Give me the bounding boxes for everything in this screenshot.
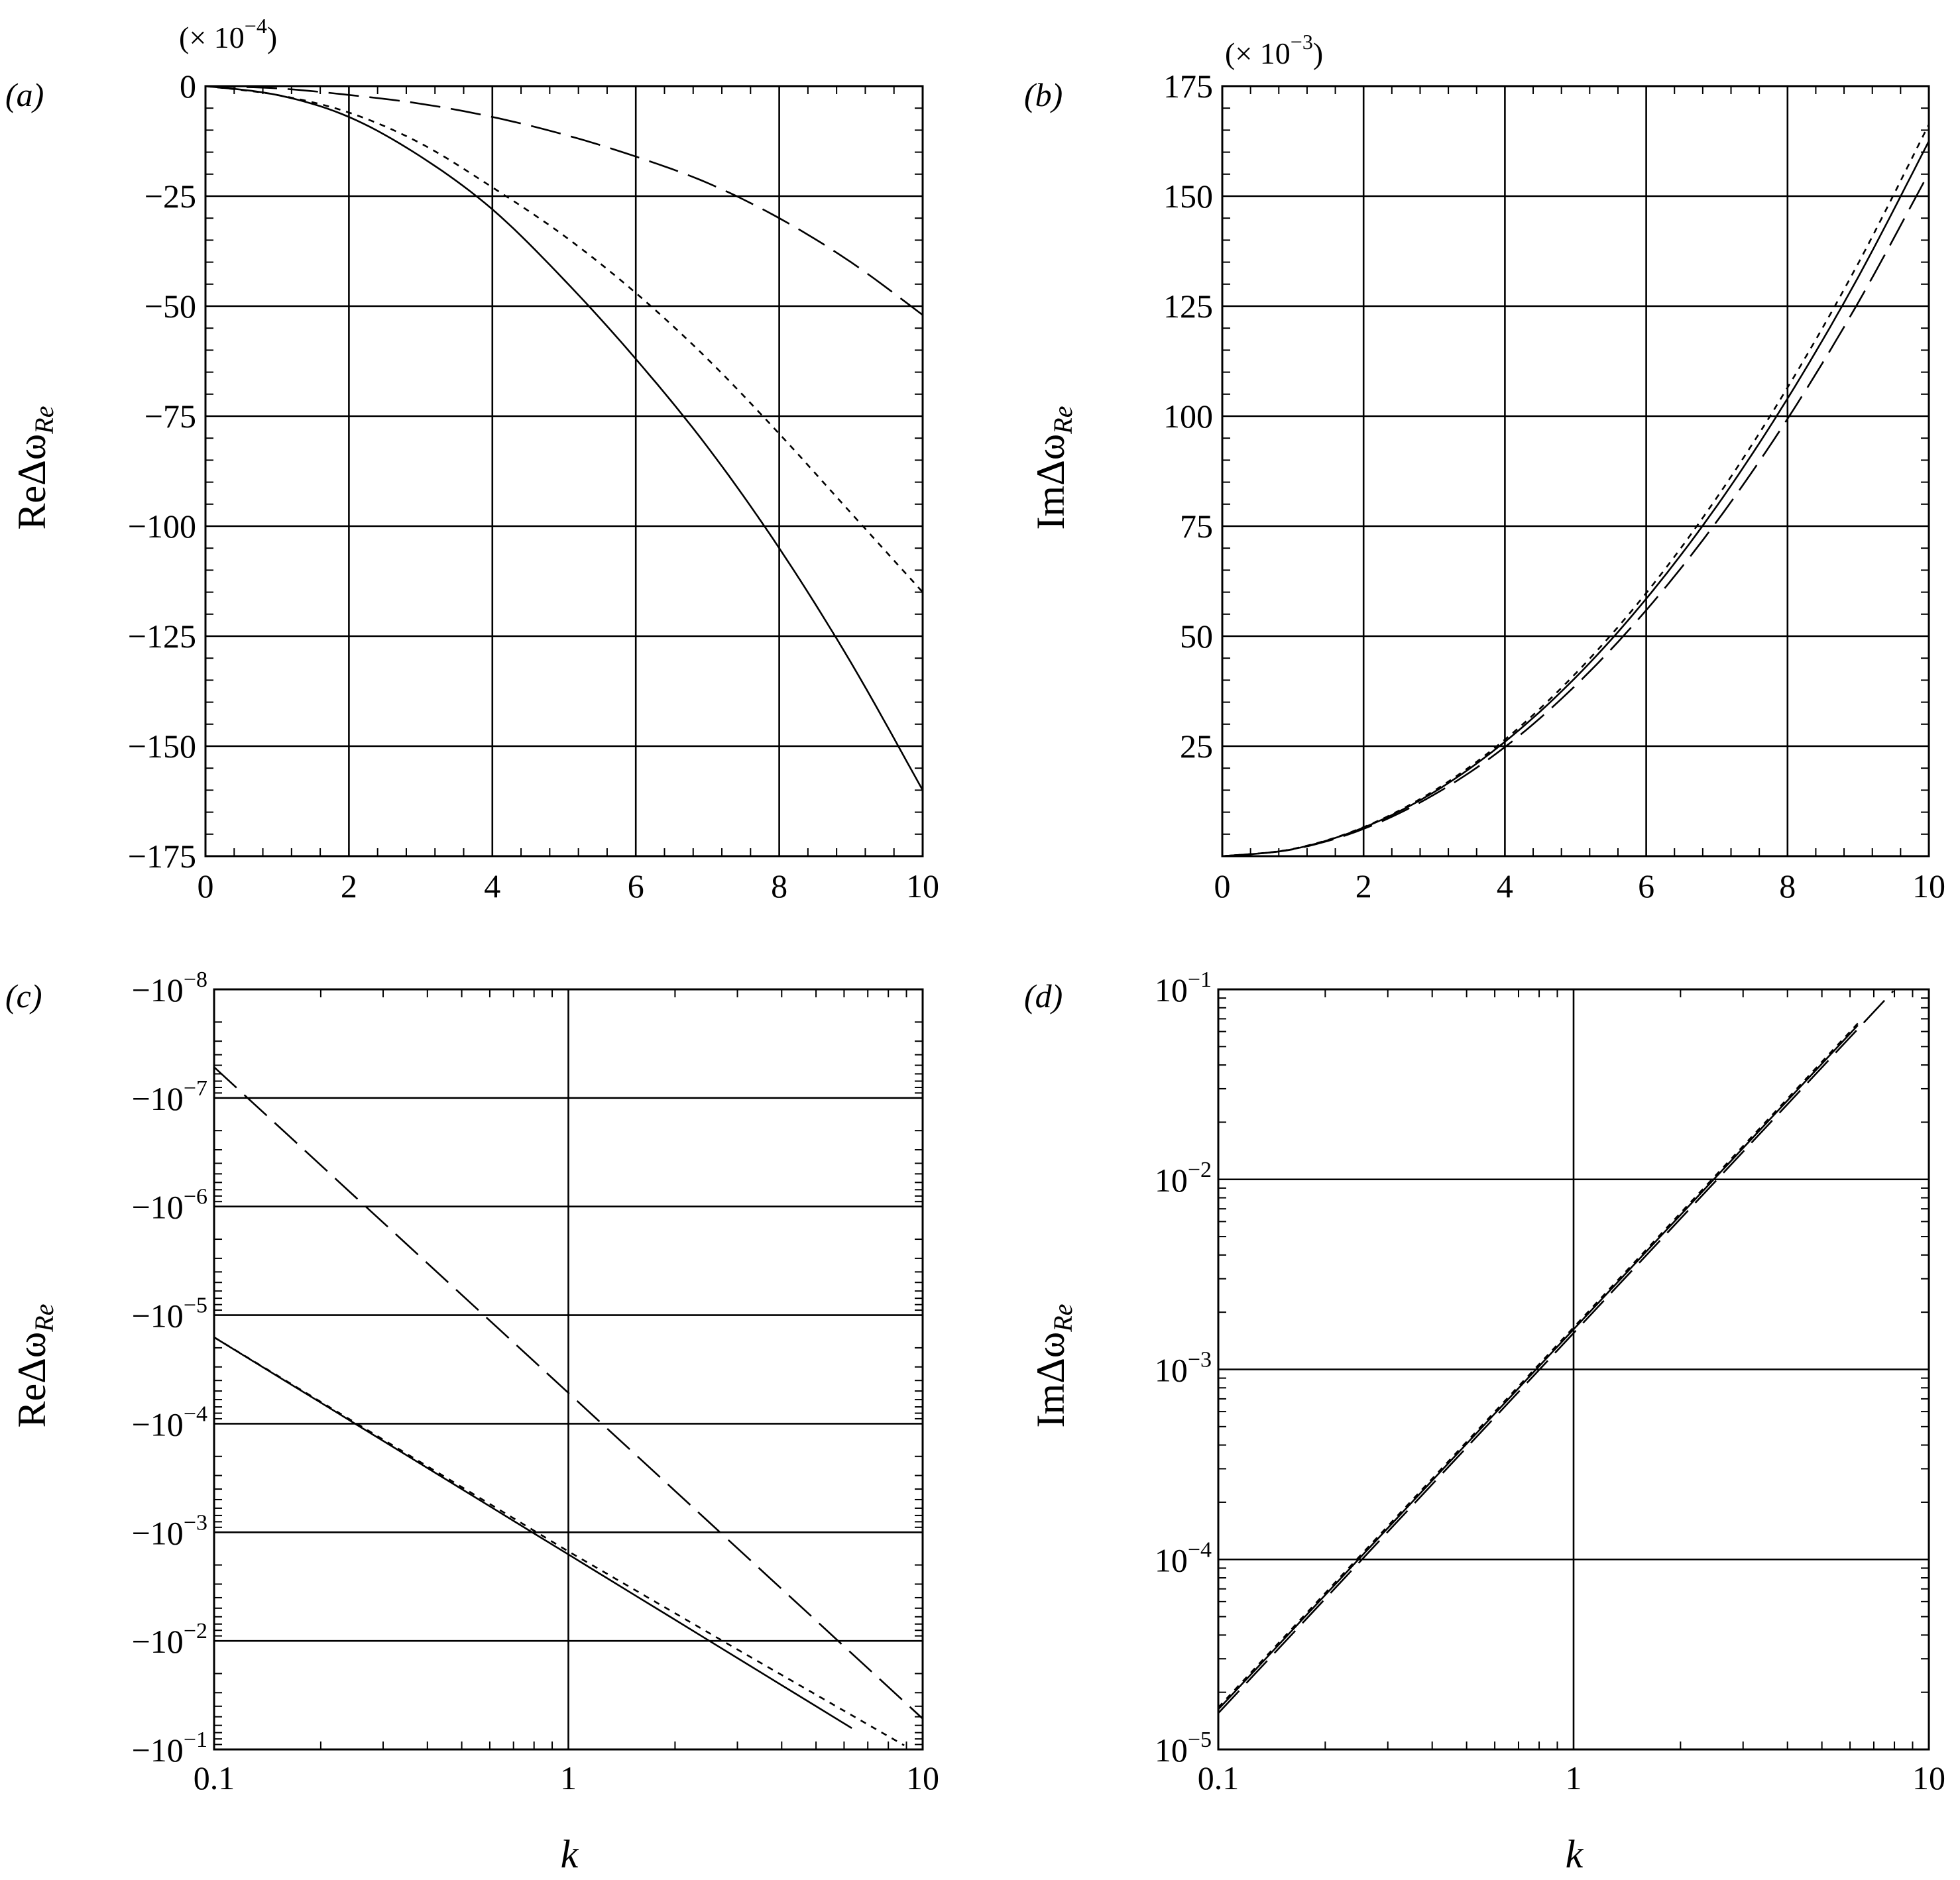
y-tick-label: 25 (1180, 728, 1213, 765)
panel-b-multiplier: (× 10−3) (1225, 30, 1323, 70)
y-tick-label: −150 (128, 728, 196, 765)
y-tick-label: 150 (1163, 178, 1213, 215)
x-tick-label: 0 (1214, 867, 1231, 905)
series-line-dashed (213, 1066, 923, 1720)
y-tick-label: 75 (1180, 508, 1213, 545)
panel-d: (d) ImΔωRe k 0.1 1 10 10−5 10−4 10−3 10−2 10−1 (1024, 968, 1945, 1876)
y-tick-label: −10−7 (132, 1076, 207, 1117)
y-tick-label: 10−5 (1155, 1728, 1212, 1769)
y-tick-label: 0 (180, 68, 196, 105)
x-tick-label: 0.1 (194, 1759, 235, 1797)
x-tick-label: 4 (484, 867, 500, 905)
series-line-dotted (1218, 1023, 1859, 1708)
x-tick-label: 10 (1912, 1759, 1945, 1797)
x-tick-label: 10 (906, 867, 939, 905)
y-tick-label: 10−4 (1155, 1537, 1212, 1578)
panel-a-label: (a) (5, 76, 44, 113)
x-tick-label: 10 (1912, 867, 1945, 905)
y-tick-label: −100 (128, 508, 196, 545)
x-tick-label: 10 (906, 1759, 939, 1797)
series-line-solid (205, 85, 924, 791)
y-tick-label: −75 (144, 398, 196, 435)
series-line-solid (1222, 140, 1930, 857)
y-tick-label: 100 (1163, 398, 1213, 435)
panel-b-ylabel: ImΔωRe (1029, 406, 1078, 530)
y-tick-label: 10−1 (1155, 968, 1212, 1009)
series-line-dotted (1222, 124, 1930, 857)
panel-a: (a) (× 10−4) ReΔωRe 0 2 4 6 8 10 0 −25 −50 −75 −10… (5, 14, 939, 905)
series-line-dotted (205, 85, 923, 593)
panel-c-ylabel: ReΔωRe (10, 1304, 59, 1428)
y-tick-label: −175 (128, 838, 196, 875)
x-tick-label: 1 (1566, 1759, 1582, 1797)
x-tick-label: 0 (198, 867, 214, 905)
x-tick-label: 8 (1779, 867, 1796, 905)
x-tick-label: 2 (341, 867, 357, 905)
panel-d-xlabel: k (1566, 1832, 1584, 1876)
panel-d-label: (d) (1024, 977, 1063, 1015)
x-tick-label: 0.1 (1198, 1759, 1239, 1797)
y-tick-label: −50 (144, 288, 196, 325)
y-tick-label: 10−2 (1155, 1158, 1212, 1199)
panel-b-label: (b) (1024, 76, 1063, 113)
x-tick-label: 6 (628, 867, 644, 905)
plot-frame (1221, 85, 1930, 857)
y-tick-label: −10−6 (132, 1185, 207, 1226)
x-tick-label: 2 (1355, 867, 1372, 905)
plot-frame (204, 85, 924, 857)
panel-c-xlabel: k (561, 1832, 579, 1876)
x-tick-label: 8 (771, 867, 787, 905)
series-line-dashed (205, 85, 923, 316)
series-line-dotted (213, 1336, 905, 1747)
y-tick-label: −10−8 (132, 968, 207, 1009)
panel-b: (b) (× 10−3) ImΔωRe 0 2 4 6 8 10 25 50 75 100 125 1… (1024, 30, 1945, 905)
panel-d-plot-area: 0.1 1 10 10−5 10−4 10−3 10−2 10−1 (1155, 968, 1945, 1797)
series-line-solid (1218, 1024, 1859, 1710)
y-tick-label: −10−5 (132, 1294, 207, 1335)
y-tick-label: 125 (1163, 288, 1213, 325)
panel-b-plot-area: 0 2 4 6 8 10 25 50 75 100 125 150 175 (1163, 68, 1945, 905)
y-tick-label: −25 (144, 178, 196, 215)
x-tick-label: 1 (560, 1759, 577, 1797)
panel-a-ylabel: ReΔωRe (10, 406, 59, 530)
plot-frame (1217, 988, 1930, 1751)
panel-c-label: (c) (5, 977, 42, 1015)
y-tick-label: 50 (1180, 618, 1213, 655)
panel-c-plot-area: 0.1 1 10 −10−8 −10−7 −10−6 −10−5 −10−4 −10−3 −10−… (132, 968, 939, 1797)
y-tick-label: −10−1 (132, 1728, 207, 1769)
y-tick-label: −10−3 (132, 1510, 207, 1551)
y-tick-label: −125 (128, 618, 196, 655)
y-tick-label: −10−4 (132, 1402, 207, 1443)
x-tick-label: 6 (1638, 867, 1654, 905)
panel-c: (c) ReΔωRe k 0.1 1 10 −10−8 −10−7 −10−6 −10−5 −… (5, 968, 939, 1876)
y-tick-label: 10−3 (1155, 1348, 1212, 1389)
series-line-dashed (1218, 990, 1894, 1714)
panel-d-ylabel: ImΔωRe (1029, 1304, 1078, 1428)
panel-a-plot-area: 0 2 4 6 8 10 0 −25 −50 −75 −100 −125 −150 −175 (128, 68, 939, 905)
panel-a-multiplier: (× 10−4) (179, 14, 277, 54)
series-line-dashed (1222, 172, 1930, 857)
plot-frame (213, 988, 924, 1751)
y-tick-label: −10−2 (132, 1619, 207, 1660)
x-tick-label: 4 (1497, 867, 1513, 905)
y-tick-label: 175 (1163, 68, 1213, 105)
